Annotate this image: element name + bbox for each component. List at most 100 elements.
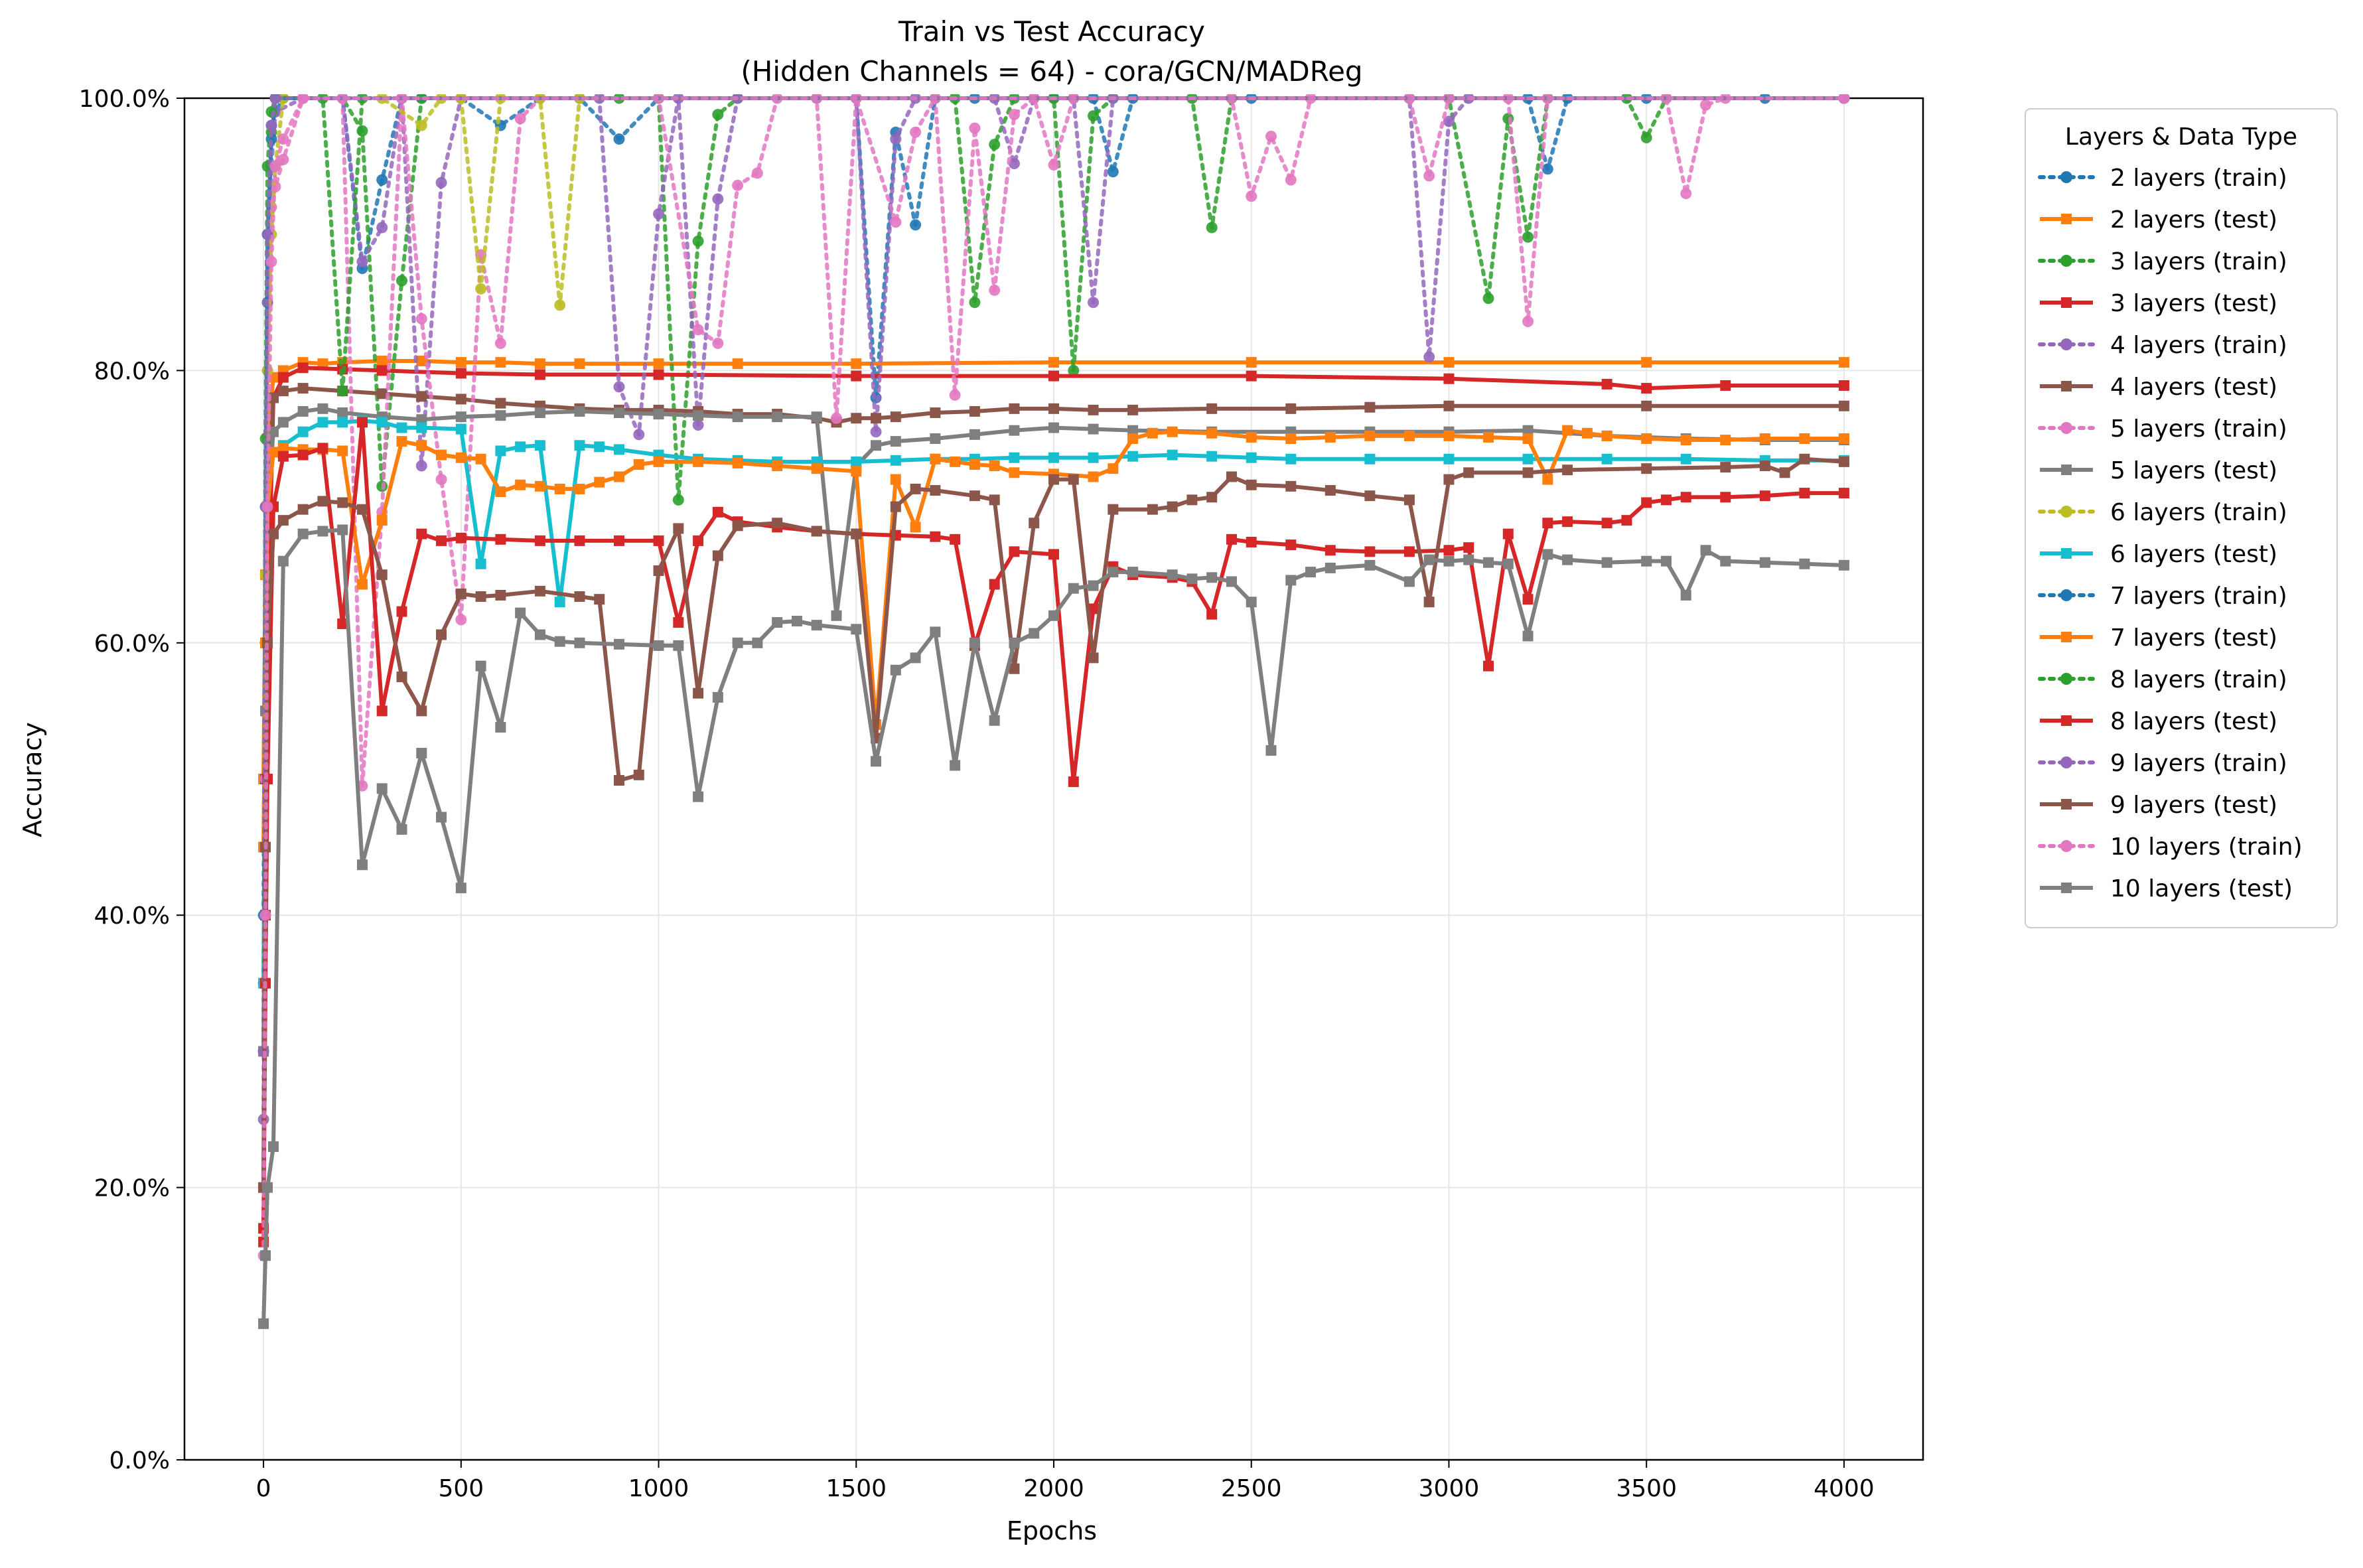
data-point bbox=[653, 456, 664, 467]
data-point bbox=[435, 177, 447, 188]
data-point bbox=[1285, 539, 1297, 551]
data-point bbox=[930, 531, 941, 542]
data-point bbox=[534, 369, 545, 380]
data-point bbox=[376, 388, 388, 399]
data-point bbox=[1759, 490, 1770, 502]
data-point bbox=[1246, 431, 1257, 443]
data-point bbox=[653, 565, 664, 577]
legend-label: 4 layers (train) bbox=[2110, 332, 2287, 359]
data-point bbox=[297, 383, 309, 394]
data-point bbox=[297, 504, 309, 515]
data-point bbox=[614, 638, 624, 650]
data-point bbox=[1127, 433, 1139, 444]
data-point bbox=[297, 449, 309, 461]
data-point bbox=[376, 783, 388, 794]
x-tick-label: 1000 bbox=[628, 1475, 689, 1502]
data-point bbox=[396, 672, 407, 683]
data-point bbox=[1562, 516, 1573, 528]
data-point bbox=[396, 436, 407, 447]
data-point bbox=[910, 126, 922, 138]
data-point bbox=[554, 597, 565, 608]
data-point bbox=[614, 535, 624, 546]
data-point bbox=[1463, 554, 1474, 565]
legend-marker bbox=[2061, 632, 2072, 642]
data-point bbox=[1068, 776, 1079, 788]
data-point bbox=[1325, 484, 1336, 496]
data-point bbox=[317, 526, 328, 537]
data-point bbox=[851, 358, 862, 370]
data-point bbox=[752, 637, 763, 648]
data-point bbox=[910, 483, 921, 494]
data-point bbox=[1127, 404, 1139, 415]
data-point bbox=[950, 760, 961, 771]
data-point bbox=[1443, 357, 1455, 368]
data-point bbox=[851, 456, 862, 467]
data-point bbox=[712, 193, 724, 205]
series-lines bbox=[257, 94, 1850, 1329]
data-point bbox=[1048, 370, 1059, 382]
data-point bbox=[317, 358, 328, 370]
data-point bbox=[1088, 580, 1099, 591]
data-point bbox=[1720, 492, 1731, 503]
x-tick-label: 3500 bbox=[1616, 1475, 1677, 1502]
data-point bbox=[950, 534, 961, 545]
data-point bbox=[1522, 425, 1534, 436]
data-point bbox=[574, 637, 585, 648]
data-point bbox=[1423, 170, 1435, 182]
legend-label: 2 layers (test) bbox=[2110, 206, 2277, 234]
data-point bbox=[989, 579, 1000, 590]
legend-title: Layers & Data Type bbox=[2065, 123, 2297, 151]
legend-label: 7 layers (train) bbox=[2110, 583, 2287, 610]
data-point bbox=[436, 535, 447, 546]
legend-marker bbox=[2061, 883, 2072, 893]
data-point bbox=[712, 337, 724, 349]
data-point bbox=[949, 389, 961, 401]
data-point bbox=[1522, 467, 1534, 478]
legend-marker bbox=[2061, 715, 2072, 726]
data-point bbox=[436, 449, 447, 461]
data-point bbox=[1147, 504, 1158, 515]
data-point bbox=[732, 358, 743, 370]
data-point bbox=[614, 471, 624, 482]
data-point bbox=[356, 859, 368, 871]
data-point bbox=[416, 705, 427, 717]
data-point bbox=[356, 504, 368, 515]
data-point bbox=[1108, 567, 1119, 578]
data-point bbox=[396, 823, 407, 835]
data-point bbox=[594, 594, 605, 605]
data-point bbox=[1562, 464, 1573, 476]
data-point bbox=[1048, 422, 1059, 433]
data-point bbox=[1206, 427, 1218, 439]
series-16 bbox=[258, 453, 1849, 1193]
data-point bbox=[851, 528, 862, 539]
data-point bbox=[297, 528, 309, 539]
data-point bbox=[692, 419, 704, 431]
data-point bbox=[1720, 380, 1731, 391]
data-point bbox=[534, 535, 545, 546]
data-point bbox=[1107, 166, 1119, 178]
data-point bbox=[1403, 576, 1415, 587]
data-point bbox=[337, 445, 348, 457]
data-point bbox=[1443, 400, 1455, 411]
data-point bbox=[772, 461, 783, 472]
data-point bbox=[1799, 558, 1810, 569]
data-point bbox=[1265, 745, 1277, 756]
data-point bbox=[969, 459, 980, 470]
chart-title: Train vs Test Accuracy bbox=[898, 15, 1205, 48]
data-point bbox=[1660, 494, 1672, 506]
data-point bbox=[673, 523, 684, 534]
data-point bbox=[1048, 549, 1059, 560]
data-point bbox=[594, 476, 605, 488]
data-point bbox=[890, 436, 901, 447]
legend-label: 10 layers (test) bbox=[2110, 875, 2293, 902]
data-point bbox=[1325, 431, 1336, 443]
data-point bbox=[415, 119, 427, 131]
data-point bbox=[653, 409, 664, 420]
data-point bbox=[1167, 569, 1178, 581]
data-point bbox=[1403, 494, 1415, 506]
series-18 bbox=[258, 524, 1849, 1329]
data-point bbox=[534, 407, 545, 419]
data-point bbox=[455, 423, 466, 435]
data-point bbox=[416, 414, 427, 425]
